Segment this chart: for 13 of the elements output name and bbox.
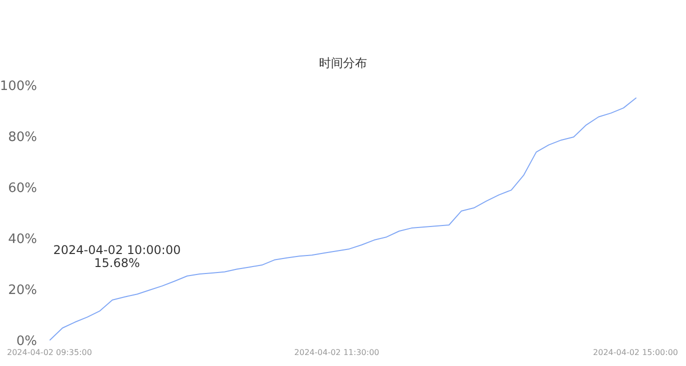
line-series xyxy=(50,98,636,340)
x-tick-label: 2024-04-02 09:35:00 xyxy=(7,348,92,357)
y-tick-label: 100% xyxy=(0,79,37,94)
x-tick-label: 2024-04-02 11:30:00 xyxy=(294,348,380,357)
y-tick-label: 0% xyxy=(16,334,37,349)
annotation: 15.68% xyxy=(94,256,140,270)
chart-title: 时间分布 xyxy=(319,56,367,70)
annotation: 2024-04-02 10:00:00 xyxy=(53,243,181,257)
y-tick-label: 60% xyxy=(8,181,37,196)
y-tick-label: 40% xyxy=(8,232,37,247)
y-tick-label: 80% xyxy=(8,130,37,145)
y-tick-label: 20% xyxy=(8,283,37,298)
x-tick-label: 2024-04-02 15:00:00 xyxy=(593,348,678,357)
